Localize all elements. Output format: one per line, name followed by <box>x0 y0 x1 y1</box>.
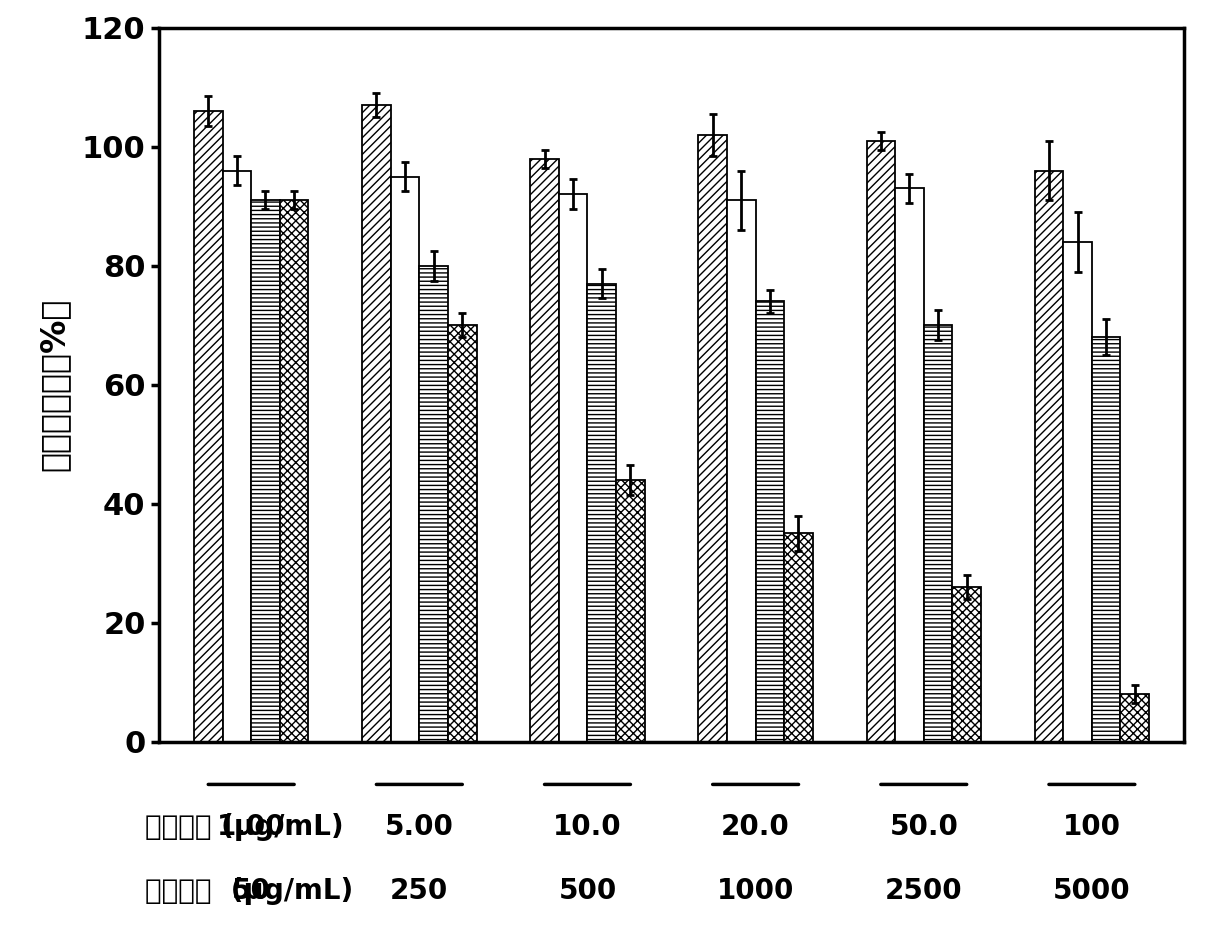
Text: 1.00: 1.00 <box>217 813 286 841</box>
Bar <box>867 141 895 742</box>
Bar <box>1063 242 1092 742</box>
Text: 5.00: 5.00 <box>385 813 454 841</box>
Bar <box>448 325 476 742</box>
Bar <box>617 480 645 742</box>
Text: 100: 100 <box>1063 813 1121 841</box>
Text: 250: 250 <box>391 877 448 906</box>
Bar <box>784 533 813 742</box>
Bar <box>924 325 952 742</box>
Bar <box>419 266 448 742</box>
Bar <box>895 188 924 742</box>
Bar <box>280 200 309 742</box>
Bar <box>1092 337 1121 742</box>
Text: 2500: 2500 <box>885 877 962 906</box>
Text: 10.0: 10.0 <box>553 813 621 841</box>
Text: 血红蛋白  (μg/mL): 血红蛋白 (μg/mL) <box>145 877 354 906</box>
Text: 50: 50 <box>232 877 271 906</box>
Text: 500: 500 <box>558 877 617 906</box>
Bar <box>530 159 559 742</box>
Bar <box>1121 694 1149 742</box>
Bar <box>756 301 784 742</box>
Bar <box>391 176 419 742</box>
Text: 50.0: 50.0 <box>889 813 958 841</box>
Text: 咀喦菁绿 (μg/mL): 咀喦菁绿 (μg/mL) <box>145 813 344 841</box>
Bar <box>1034 171 1063 742</box>
Text: 1000: 1000 <box>717 877 795 906</box>
Bar <box>952 587 980 742</box>
Bar <box>726 200 756 742</box>
Bar <box>252 200 280 742</box>
Bar <box>587 284 617 742</box>
Y-axis label: 细胞存活率（%）: 细胞存活率（%） <box>38 298 71 472</box>
Bar <box>222 171 252 742</box>
Bar <box>194 111 222 742</box>
Text: 5000: 5000 <box>1053 877 1131 906</box>
Bar <box>363 105 391 742</box>
Bar <box>559 195 587 742</box>
Bar <box>698 135 726 742</box>
Text: 20.0: 20.0 <box>722 813 790 841</box>
